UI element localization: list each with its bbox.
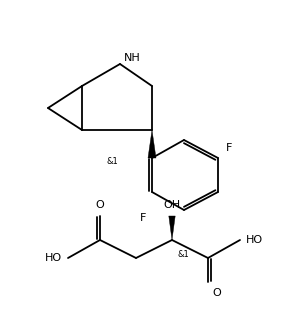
Polygon shape bbox=[148, 130, 156, 158]
Text: F: F bbox=[226, 143, 232, 153]
Text: O: O bbox=[212, 288, 221, 298]
Text: O: O bbox=[96, 200, 104, 210]
Text: HO: HO bbox=[246, 235, 263, 245]
Text: &1: &1 bbox=[178, 250, 190, 259]
Text: &1: &1 bbox=[106, 158, 118, 167]
Polygon shape bbox=[169, 216, 175, 240]
Text: NH: NH bbox=[124, 53, 141, 63]
Text: HO: HO bbox=[45, 253, 62, 263]
Text: OH: OH bbox=[163, 200, 181, 210]
Text: F: F bbox=[139, 213, 146, 223]
